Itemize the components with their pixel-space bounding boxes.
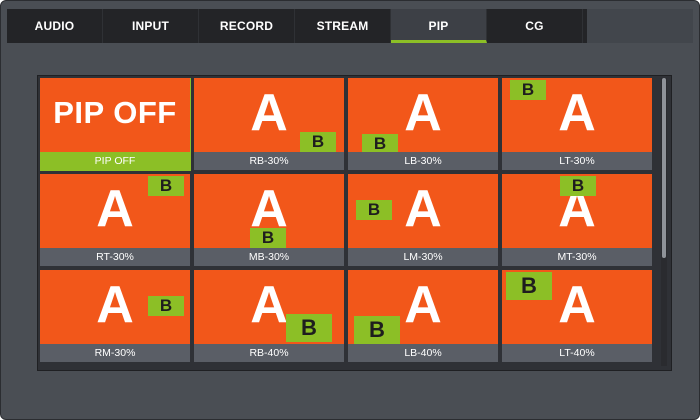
pip-thumbnail: PIP OFF <box>40 78 190 152</box>
pip-source-box: B <box>356 200 392 220</box>
pip-option-label: LB-30% <box>348 152 498 170</box>
pip-source-box: B <box>250 228 286 248</box>
pip-mode-panel: PIP OFF PIP OFF A B RB-30% A B LB-30% A B LT-30% A B… <box>37 75 672 371</box>
tab-cg[interactable]: CG <box>487 9 583 43</box>
pip-option-lt-40[interactable]: A B LT-40% <box>502 270 652 362</box>
pip-source-box: B <box>354 316 400 344</box>
pip-option-label: RT-30% <box>40 248 190 266</box>
tab-pip[interactable]: PIP <box>391 9 487 43</box>
main-source-letter: A <box>96 276 134 334</box>
pip-option-label: PIP OFF <box>40 152 190 170</box>
pip-mode-grid: PIP OFF PIP OFF A B RB-30% A B LB-30% A B LT-30% A B… <box>40 78 659 368</box>
tab-bar-filler <box>587 9 693 43</box>
pip-option-lb-30[interactable]: A B LB-30% <box>348 78 498 170</box>
pip-option-label: LM-30% <box>348 248 498 266</box>
pip-source-box: B <box>506 272 552 300</box>
pip-option-label: LB-40% <box>348 344 498 362</box>
pip-option-rb-40[interactable]: A B RB-40% <box>194 270 344 362</box>
pip-option-rb-30[interactable]: A B RB-30% <box>194 78 344 170</box>
pip-source-box: B <box>148 296 184 316</box>
pip-source-box: B <box>300 132 336 152</box>
pip-option-mt-30[interactable]: A B MT-30% <box>502 174 652 266</box>
pip-option-rm-30[interactable]: A B RM-30% <box>40 270 190 362</box>
pip-option-label: MT-30% <box>502 248 652 266</box>
tab-bar: AUDIO INPUT RECORD STREAM PIP CG <box>7 9 587 43</box>
pip-option-pip-off[interactable]: PIP OFF PIP OFF <box>40 78 191 171</box>
pip-option-lt-30[interactable]: A B LT-30% <box>502 78 652 170</box>
tab-record[interactable]: RECORD <box>199 9 295 43</box>
pip-option-label: RB-40% <box>194 344 344 362</box>
pip-option-rt-30[interactable]: A B RT-30% <box>40 174 190 266</box>
pip-option-label: RB-30% <box>194 152 344 170</box>
main-source-letter: A <box>404 180 442 238</box>
main-source-letter: A <box>558 276 596 334</box>
pip-option-lb-40[interactable]: A B LB-40% <box>348 270 498 362</box>
pip-source-box: B <box>362 134 398 152</box>
tab-input[interactable]: INPUT <box>103 9 199 43</box>
main-source-letter: A <box>404 276 442 334</box>
pip-source-box: B <box>148 176 184 196</box>
pip-option-label: LT-30% <box>502 152 652 170</box>
scrollbar[interactable] <box>661 78 667 366</box>
main-source-letter: A <box>96 180 134 238</box>
pip-option-label: MB-30% <box>194 248 344 266</box>
pip-option-label: LT-40% <box>502 344 652 362</box>
tab-stream[interactable]: STREAM <box>295 9 391 43</box>
scrollbar-thumb[interactable] <box>662 78 666 258</box>
pip-source-box: B <box>560 176 596 196</box>
pip-option-label: RM-30% <box>40 344 190 362</box>
main-source-letter: A <box>404 84 442 142</box>
pip-off-text: PIP OFF <box>53 95 177 130</box>
tab-audio[interactable]: AUDIO <box>7 9 103 43</box>
main-source-letter: A <box>250 84 288 142</box>
main-source-letter: A <box>250 276 288 334</box>
pip-option-lm-30[interactable]: A B LM-30% <box>348 174 498 266</box>
pip-source-box: B <box>510 80 546 100</box>
pip-source-box: B <box>286 314 332 342</box>
main-source-letter: A <box>558 84 596 142</box>
pip-option-mb-30[interactable]: A B MB-30% <box>194 174 344 266</box>
